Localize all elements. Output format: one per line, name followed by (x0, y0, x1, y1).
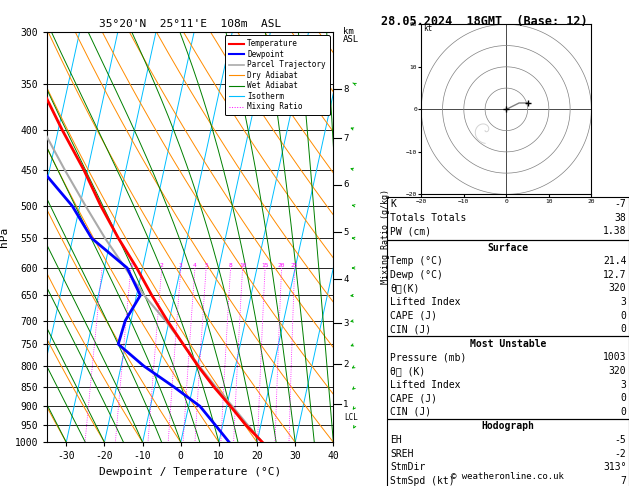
Text: 1: 1 (343, 400, 348, 409)
Text: 1003: 1003 (603, 352, 626, 363)
Text: 0: 0 (621, 324, 626, 334)
Text: StmSpd (kt): StmSpd (kt) (390, 476, 455, 486)
Text: ASL: ASL (343, 35, 359, 44)
Text: CIN (J): CIN (J) (390, 407, 431, 417)
Title: 35°20'N  25°11'E  108m  ASL: 35°20'N 25°11'E 108m ASL (99, 19, 281, 30)
Text: CAPE (J): CAPE (J) (390, 311, 437, 321)
Text: 0: 0 (621, 393, 626, 403)
Text: Surface: Surface (487, 243, 528, 253)
Text: 8: 8 (229, 263, 233, 268)
Text: 8: 8 (343, 85, 348, 93)
Text: 2: 2 (343, 360, 348, 368)
Text: 320: 320 (609, 366, 626, 376)
Text: 1.38: 1.38 (603, 226, 626, 237)
Text: 5: 5 (204, 263, 208, 268)
Text: SREH: SREH (390, 449, 413, 459)
Text: StmDir: StmDir (390, 462, 425, 472)
Text: 4: 4 (193, 263, 197, 268)
Text: Temp (°C): Temp (°C) (390, 256, 443, 266)
X-axis label: Dewpoint / Temperature (°C): Dewpoint / Temperature (°C) (99, 467, 281, 477)
Text: 21.4: 21.4 (603, 256, 626, 266)
Y-axis label: hPa: hPa (0, 227, 9, 247)
Text: 313°: 313° (603, 462, 626, 472)
Text: Pressure (mb): Pressure (mb) (390, 352, 466, 363)
Text: 3: 3 (179, 263, 183, 268)
Text: 2: 2 (160, 263, 164, 268)
Text: 0: 0 (621, 311, 626, 321)
Text: 6: 6 (343, 180, 348, 189)
Text: kt: kt (423, 24, 433, 33)
Text: -5: -5 (615, 435, 626, 445)
Text: 320: 320 (609, 283, 626, 294)
Text: 3: 3 (621, 297, 626, 307)
Text: θᴇ(K): θᴇ(K) (390, 283, 420, 294)
Text: 10: 10 (239, 263, 247, 268)
Text: Dewp (°C): Dewp (°C) (390, 270, 443, 280)
Text: Hodograph: Hodograph (481, 421, 535, 432)
Text: 12.7: 12.7 (603, 270, 626, 280)
Text: CIN (J): CIN (J) (390, 324, 431, 334)
Text: K: K (390, 199, 396, 209)
Text: 20: 20 (278, 263, 286, 268)
Text: Lifted Index: Lifted Index (390, 380, 460, 390)
Text: 5: 5 (343, 227, 348, 237)
Text: CAPE (J): CAPE (J) (390, 393, 437, 403)
Text: θᴇ (K): θᴇ (K) (390, 366, 425, 376)
Text: EH: EH (390, 435, 402, 445)
Text: 38: 38 (615, 213, 626, 223)
Text: Most Unstable: Most Unstable (470, 339, 546, 349)
Text: © weatheronline.co.uk: © weatheronline.co.uk (452, 472, 564, 481)
Text: 1: 1 (129, 263, 133, 268)
Text: LCL: LCL (345, 413, 359, 422)
Text: 25: 25 (291, 263, 298, 268)
Text: 7: 7 (343, 134, 348, 142)
Text: -7: -7 (615, 199, 626, 209)
Text: 15: 15 (261, 263, 269, 268)
Text: 3: 3 (343, 318, 348, 328)
Text: Totals Totals: Totals Totals (390, 213, 466, 223)
Legend: Temperature, Dewpoint, Parcel Trajectory, Dry Adiabat, Wet Adiabat, Isotherm, Mi: Temperature, Dewpoint, Parcel Trajectory… (225, 35, 330, 115)
Text: 4: 4 (343, 275, 348, 284)
Text: Lifted Index: Lifted Index (390, 297, 460, 307)
Text: Mixing Ratio (g/kg): Mixing Ratio (g/kg) (381, 190, 389, 284)
Text: PW (cm): PW (cm) (390, 226, 431, 237)
Text: km: km (343, 27, 353, 35)
Text: 28.05.2024  18GMT  (Base: 12): 28.05.2024 18GMT (Base: 12) (381, 15, 587, 28)
Text: 0: 0 (621, 407, 626, 417)
Text: 7: 7 (621, 476, 626, 486)
Text: -2: -2 (615, 449, 626, 459)
Text: 3: 3 (621, 380, 626, 390)
